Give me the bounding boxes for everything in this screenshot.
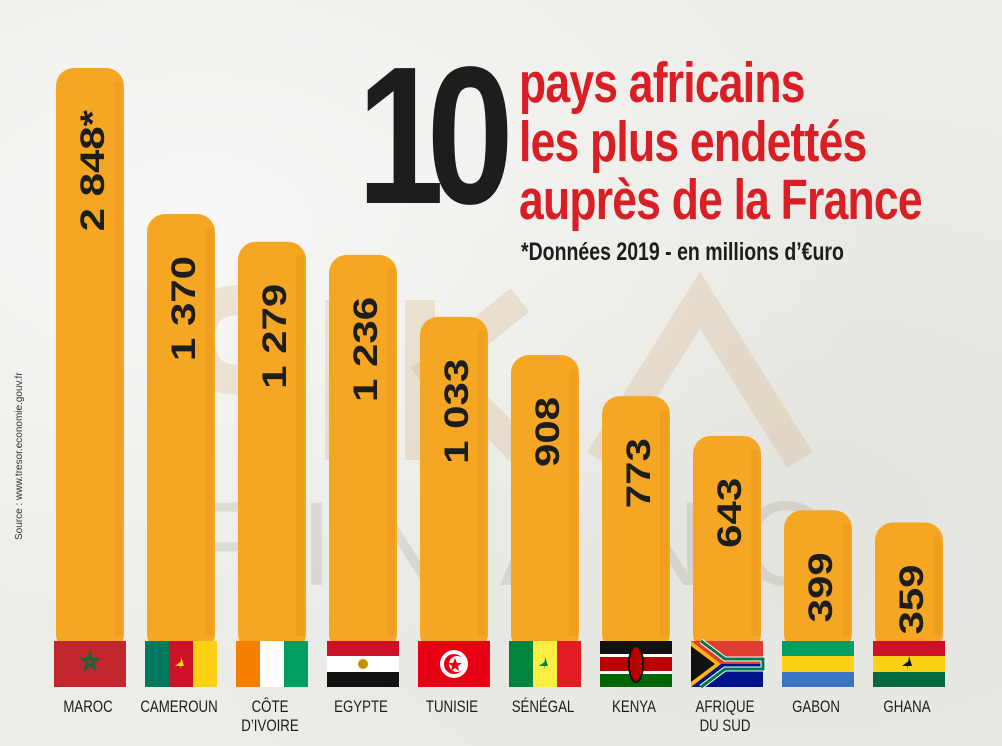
bar-group-5: 908 — [511, 354, 579, 652]
tunisia-flag — [418, 641, 490, 687]
senegal-flag — [509, 641, 581, 687]
bar-value-label: 2 848* — [74, 110, 113, 231]
country-label: MAROC — [63, 698, 112, 717]
bar-shade — [660, 410, 668, 636]
country-label: KENYA — [612, 698, 657, 717]
bar-group-2: 1 279 — [238, 241, 306, 653]
bar-group-9: 359 — [875, 522, 943, 652]
bar-shade — [569, 368, 577, 636]
bar-value-label: 1 370 — [165, 256, 204, 361]
bar-group-4: 1 033 — [420, 316, 488, 652]
country-label: GHANA — [883, 698, 931, 717]
south-africa-flag — [691, 639, 766, 689]
bar-value-label: 1 279 — [256, 284, 295, 389]
bar — [56, 68, 124, 652]
country-label: GABON — [792, 698, 840, 717]
bar-shade — [296, 255, 304, 637]
cameroon-flag — [145, 641, 217, 687]
bar-value-label: 908 — [529, 397, 568, 467]
bar — [875, 522, 943, 652]
country-label: CAMEROUN — [140, 698, 217, 717]
country-label: D’IVOIRE — [241, 717, 298, 736]
country-label: TUNISIE — [426, 698, 478, 717]
bar-value-label: 399 — [802, 552, 841, 622]
title-line-3: auprès de la France — [519, 168, 923, 232]
country-label: SÉNÉGAL — [512, 698, 575, 717]
bar-group-6: 773 — [602, 396, 670, 652]
title-number: 10 — [357, 26, 514, 245]
bar-shade — [933, 536, 941, 636]
country-label: DU SUD — [700, 717, 751, 736]
title-line-1: pays africains — [519, 51, 805, 115]
country-label: CÔTE — [252, 698, 289, 717]
bar — [147, 214, 215, 652]
bar-shade — [205, 228, 213, 636]
bar — [329, 254, 397, 652]
title-line-2: les plus endettés — [519, 110, 867, 174]
bar-value-label: 1 236 — [347, 297, 386, 402]
bar-shade — [387, 268, 395, 636]
egypt-flag — [327, 641, 399, 687]
cote-divoire-flag — [236, 641, 308, 687]
bar-value-label: 359 — [893, 564, 932, 634]
country-label: AFRIQUE — [696, 698, 755, 717]
bar-shade — [751, 449, 759, 636]
bar-group-0: 2 848* — [56, 68, 124, 652]
bar-group-3: 1 236 — [329, 254, 397, 652]
bar-shade — [478, 330, 486, 636]
country-label: EGYPTE — [334, 698, 388, 717]
bar — [238, 241, 306, 653]
bar — [420, 316, 488, 652]
bar-group-7: 643 — [693, 435, 761, 652]
chart-subtitle: *Données 2019 - en millions d’€uro — [521, 238, 844, 266]
bar — [784, 510, 852, 652]
bar-group-1: 1 370 — [147, 214, 215, 652]
bar-group-8: 399 — [784, 510, 852, 652]
bar — [511, 354, 579, 652]
bar-value-label: 1 033 — [438, 359, 477, 464]
ghana-flag — [873, 641, 945, 687]
bar-value-label: 773 — [620, 438, 659, 508]
bar — [602, 396, 670, 652]
bar-shade — [114, 82, 122, 636]
gabon-flag — [782, 641, 854, 687]
bar-shade — [842, 524, 850, 636]
kenya-flag — [600, 641, 672, 687]
morocco-flag — [54, 641, 126, 687]
bar — [693, 435, 761, 652]
bar-value-label: 643 — [711, 478, 750, 548]
